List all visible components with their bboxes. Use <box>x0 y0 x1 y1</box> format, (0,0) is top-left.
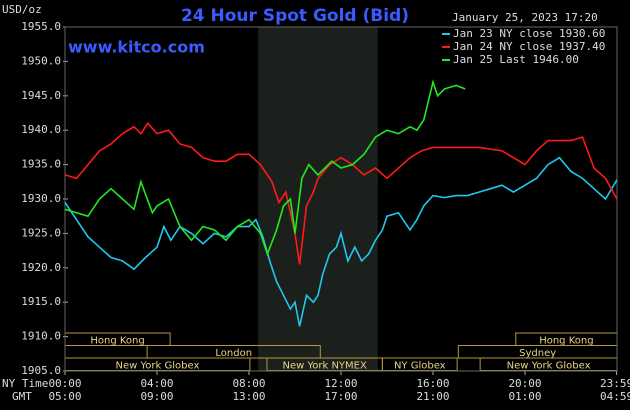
x-tick-label: 08:00 <box>232 377 265 390</box>
legend-last: 1946.00 <box>532 53 578 66</box>
gmt-tick-label: 01:00 <box>508 390 541 403</box>
x-tick-label: 20:00 <box>508 377 541 390</box>
legend-name: Jan 24 NY close <box>453 40 552 53</box>
session-label: NY Globex <box>394 360 446 371</box>
session-label: London <box>215 348 252 359</box>
session-label: Hong Kong <box>90 335 144 346</box>
y-tick-label: 1905.0 <box>21 364 61 377</box>
gmt-tick-label: 21:00 <box>416 390 449 403</box>
legend-entry: Jan 25 Last 1946.00 <box>453 53 579 66</box>
shaded-region <box>258 27 378 371</box>
session-label: New York NYMEX <box>282 360 367 371</box>
session-label: New York Globex <box>507 360 591 371</box>
gmt-tick-label: 05:00 <box>48 390 81 403</box>
y-tick-label: 1945.0 <box>21 89 61 102</box>
series-line <box>64 122 618 265</box>
gmt-tick-label: 09:00 <box>140 390 173 403</box>
legend-name: Jan 23 NY close <box>453 27 552 40</box>
gmt-tick-label: 17:00 <box>324 390 357 403</box>
timestamp: January 25, 2023 17:20 <box>452 11 598 24</box>
y-tick-label: 1940.0 <box>21 123 61 136</box>
x-row-label: NY Time <box>2 377 48 390</box>
series-line <box>64 156 618 327</box>
x-tick-label: 23:59 <box>600 377 630 390</box>
legend-last: 1930.60 <box>559 27 605 40</box>
y-tick-label: 1930.0 <box>21 192 61 205</box>
website: www.kitco.com <box>68 38 205 57</box>
gmt-tick-label: 04:59 <box>600 390 630 403</box>
x-tick-label: 04:00 <box>140 377 173 390</box>
x-tick-label: 16:00 <box>416 377 449 390</box>
y-tick-label: 1910.0 <box>21 330 61 343</box>
y-tick-label: 1920.0 <box>21 261 61 274</box>
x-row-label: GMT <box>12 390 32 403</box>
y-axis-label: USD/oz <box>2 3 42 16</box>
y-tick-label: 1925.0 <box>21 226 61 239</box>
x-tick-label: 12:00 <box>324 377 357 390</box>
session-label: Hong Kong <box>539 335 593 346</box>
y-tick-label: 1915.0 <box>21 295 61 308</box>
y-tick-label: 1935.0 <box>21 158 61 171</box>
y-tick-label: 1950.0 <box>21 54 61 67</box>
session-label: New York Globex <box>116 360 200 371</box>
legend-entry: Jan 23 NY close 1930.60 <box>453 27 605 40</box>
legend-last: 1937.40 <box>559 40 605 53</box>
x-tick-label: 00:00 <box>48 377 81 390</box>
y-tick-label: 1955.0 <box>21 20 61 33</box>
session-label: Sydney <box>519 348 556 359</box>
legend-name: Jan 25 Last <box>453 53 526 66</box>
chart-title: 24 Hour Spot Gold (Bid) <box>181 6 409 26</box>
legend-entry: Jan 24 NY close 1937.40 <box>453 40 605 53</box>
series-line <box>64 79 466 257</box>
gmt-tick-label: 13:00 <box>232 390 265 403</box>
